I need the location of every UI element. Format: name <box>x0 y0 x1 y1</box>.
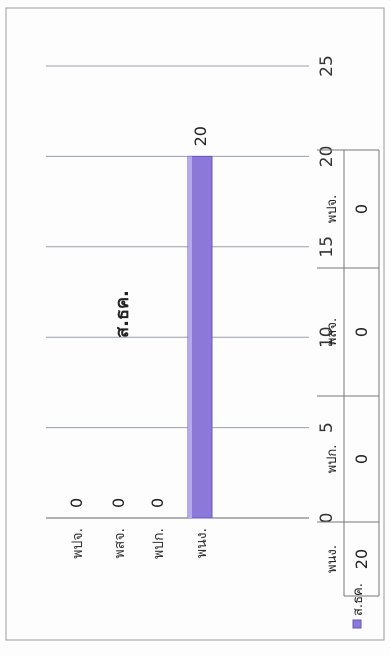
grid-layer <box>46 65 309 519</box>
category-label: พปจ. <box>70 528 86 559</box>
label-layer: 0 5 10 15 20 25 พปจ. 0 พสจ. 0 พปก. 0 พนง. 20 <box>67 55 337 559</box>
bar-layer <box>187 155 213 519</box>
bar-value-label: 0 <box>148 498 167 508</box>
table-header-cell: พนง. <box>325 545 340 573</box>
table-header-cell: พสจ. <box>325 318 340 346</box>
legend-swatch <box>352 619 362 629</box>
table-header-cell: พปก. <box>325 445 340 474</box>
bar-value-label: 0 <box>109 498 128 508</box>
category-label: พปก. <box>151 528 167 559</box>
table-value-cell: 0 <box>352 327 371 337</box>
chart-title: ส.ธค. <box>112 290 133 338</box>
table-value-cell: 0 <box>352 454 371 464</box>
bar-highlight <box>188 156 192 518</box>
x-tick-label: 10 <box>317 326 337 348</box>
table-value-cell: 0 <box>352 204 371 214</box>
x-tick-label: 5 <box>317 422 337 433</box>
data-table: ส.ธค. พนง. 20 พปก. 0 พสจ. 0 พปจ. 0 <box>317 149 380 629</box>
x-tick-label: 25 <box>317 55 337 77</box>
bar-value-label: 0 <box>67 498 86 508</box>
x-tick-label: 0 <box>317 513 337 524</box>
table-header-cell: พปจ. <box>325 195 340 224</box>
table-value-cell: 20 <box>352 549 371 569</box>
category-label: พนง. <box>194 528 210 558</box>
x-tick-label: 20 <box>317 146 337 168</box>
category-label: พสจ. <box>112 528 128 558</box>
legend-label: ส.ธค. <box>351 583 366 616</box>
bar-value-label: 20 <box>191 126 210 146</box>
x-tick-label: 15 <box>317 236 337 258</box>
